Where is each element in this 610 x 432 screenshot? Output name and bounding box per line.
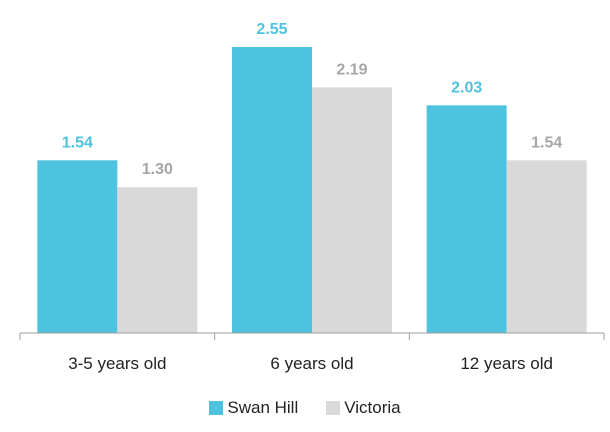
data-label-swan-hill-2: 2.03 <box>451 79 482 96</box>
bar-victoria-1 <box>312 87 392 334</box>
data-label-swan-hill-1: 2.55 <box>256 21 287 38</box>
data-label-victoria-2: 1.54 <box>531 134 562 151</box>
legend-item-victoria: Victoria <box>326 398 401 418</box>
bar-swan-hill-0 <box>37 160 118 333</box>
legend-item-swan-hill: Swan Hill <box>209 398 298 418</box>
bar-victoria-0 <box>117 187 198 333</box>
data-label-victoria-1: 2.19 <box>336 61 367 78</box>
data-label-victoria-0: 1.30 <box>142 161 173 178</box>
data-label-swan-hill-0: 1.54 <box>62 134 93 151</box>
bar-swan-hill-2 <box>426 105 507 334</box>
bar-victoria-2 <box>506 160 587 333</box>
x-tick-label-1: 6 years old <box>270 354 353 373</box>
legend-swatch-victoria <box>326 401 341 415</box>
legend-swatch-swan-hill <box>209 401 224 415</box>
x-tick-label-2: 12 years old <box>460 354 553 373</box>
legend-label-swan-hill: Swan Hill <box>227 398 299 417</box>
legend: Swan Hill Victoria <box>0 398 610 418</box>
bar-swan-hill-1 <box>232 47 312 333</box>
legend-label-victoria: Victoria <box>344 398 401 417</box>
x-tick-label-0: 3-5 years old <box>68 354 166 373</box>
